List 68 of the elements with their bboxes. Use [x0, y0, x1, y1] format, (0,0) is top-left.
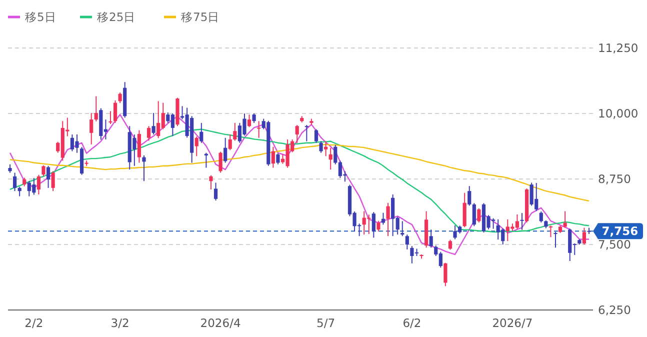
candlestick [214, 182, 218, 201]
candlestick [233, 122, 237, 142]
candlestick [209, 174, 213, 190]
ref-line-label: 7,756 [602, 224, 638, 238]
candlestick [271, 146, 275, 168]
candlestick [194, 136, 198, 157]
candlestick [252, 113, 256, 124]
candlestick [90, 112, 94, 145]
candlestick [539, 210, 543, 223]
candlestick [94, 96, 98, 122]
candlestick [200, 122, 204, 144]
legend-label: 移75日 [181, 10, 220, 24]
candlestick [295, 124, 299, 144]
candlestick [51, 170, 55, 192]
candlestick [228, 134, 232, 151]
candlestick [472, 202, 476, 227]
candlestick [477, 208, 481, 223]
candlestick [276, 152, 280, 165]
candlestick [257, 120, 261, 138]
candlestick [319, 140, 323, 154]
candlestick [218, 151, 222, 174]
y-tick-label: 10,000 [598, 106, 638, 121]
y-tick-label: 8,750 [598, 172, 631, 186]
y-tick-label: 6,250 [598, 303, 631, 318]
candlestick [146, 126, 151, 142]
x-tick-label: 6/2 [402, 316, 422, 330]
x-tick-label: 5/7 [316, 316, 336, 330]
candlestick [520, 212, 524, 230]
candlestick [582, 227, 586, 245]
candlestick [224, 137, 228, 164]
y-tick-label: 11,250 [598, 41, 638, 56]
x-tick-label: 2/2 [24, 316, 44, 330]
candlestick [381, 212, 386, 226]
candlestick [328, 147, 332, 170]
x-tick-label: 2026/7 [492, 316, 533, 330]
candlestick [444, 262, 448, 287]
candlestick [12, 172, 17, 192]
candlestick [376, 220, 380, 232]
candlestick [42, 164, 46, 177]
candlestick [314, 128, 318, 144]
candlestick [405, 234, 409, 250]
candlestick [372, 212, 376, 238]
candlestick [448, 239, 452, 250]
candlestick [324, 140, 328, 157]
legend-label: 移25日 [97, 10, 136, 24]
candlestick [548, 225, 553, 238]
y-tick-label: 7,500 [598, 238, 631, 252]
candlestick [142, 154, 146, 182]
candlestick [118, 92, 122, 104]
legend-label: 移5日 [25, 10, 56, 24]
candlestick [462, 192, 466, 228]
candlestick [554, 231, 558, 248]
candlestick [400, 220, 404, 237]
candlestick [247, 114, 252, 128]
candlestick [386, 202, 390, 237]
candlestick [46, 165, 50, 188]
x-tick-label: 2026/4 [200, 316, 241, 330]
candlestick [108, 110, 112, 124]
candlestick [137, 130, 141, 164]
candlestick [468, 186, 472, 206]
candlestick [152, 112, 156, 135]
candlestick [36, 174, 41, 195]
candlestick [429, 229, 433, 248]
candlestick [113, 100, 118, 124]
x-tick-label: 3/2 [110, 316, 130, 330]
candlestick [18, 186, 22, 197]
candlestick [304, 124, 308, 142]
candlestick [204, 152, 208, 168]
